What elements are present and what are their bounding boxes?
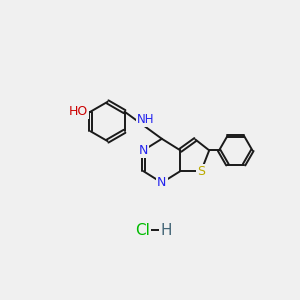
Text: N: N — [139, 144, 148, 157]
Text: HO: HO — [69, 105, 88, 118]
Text: S: S — [197, 165, 205, 178]
Text: Cl: Cl — [135, 223, 150, 238]
Text: H: H — [161, 223, 172, 238]
Text: NH: NH — [137, 113, 154, 126]
Text: N: N — [157, 176, 167, 189]
